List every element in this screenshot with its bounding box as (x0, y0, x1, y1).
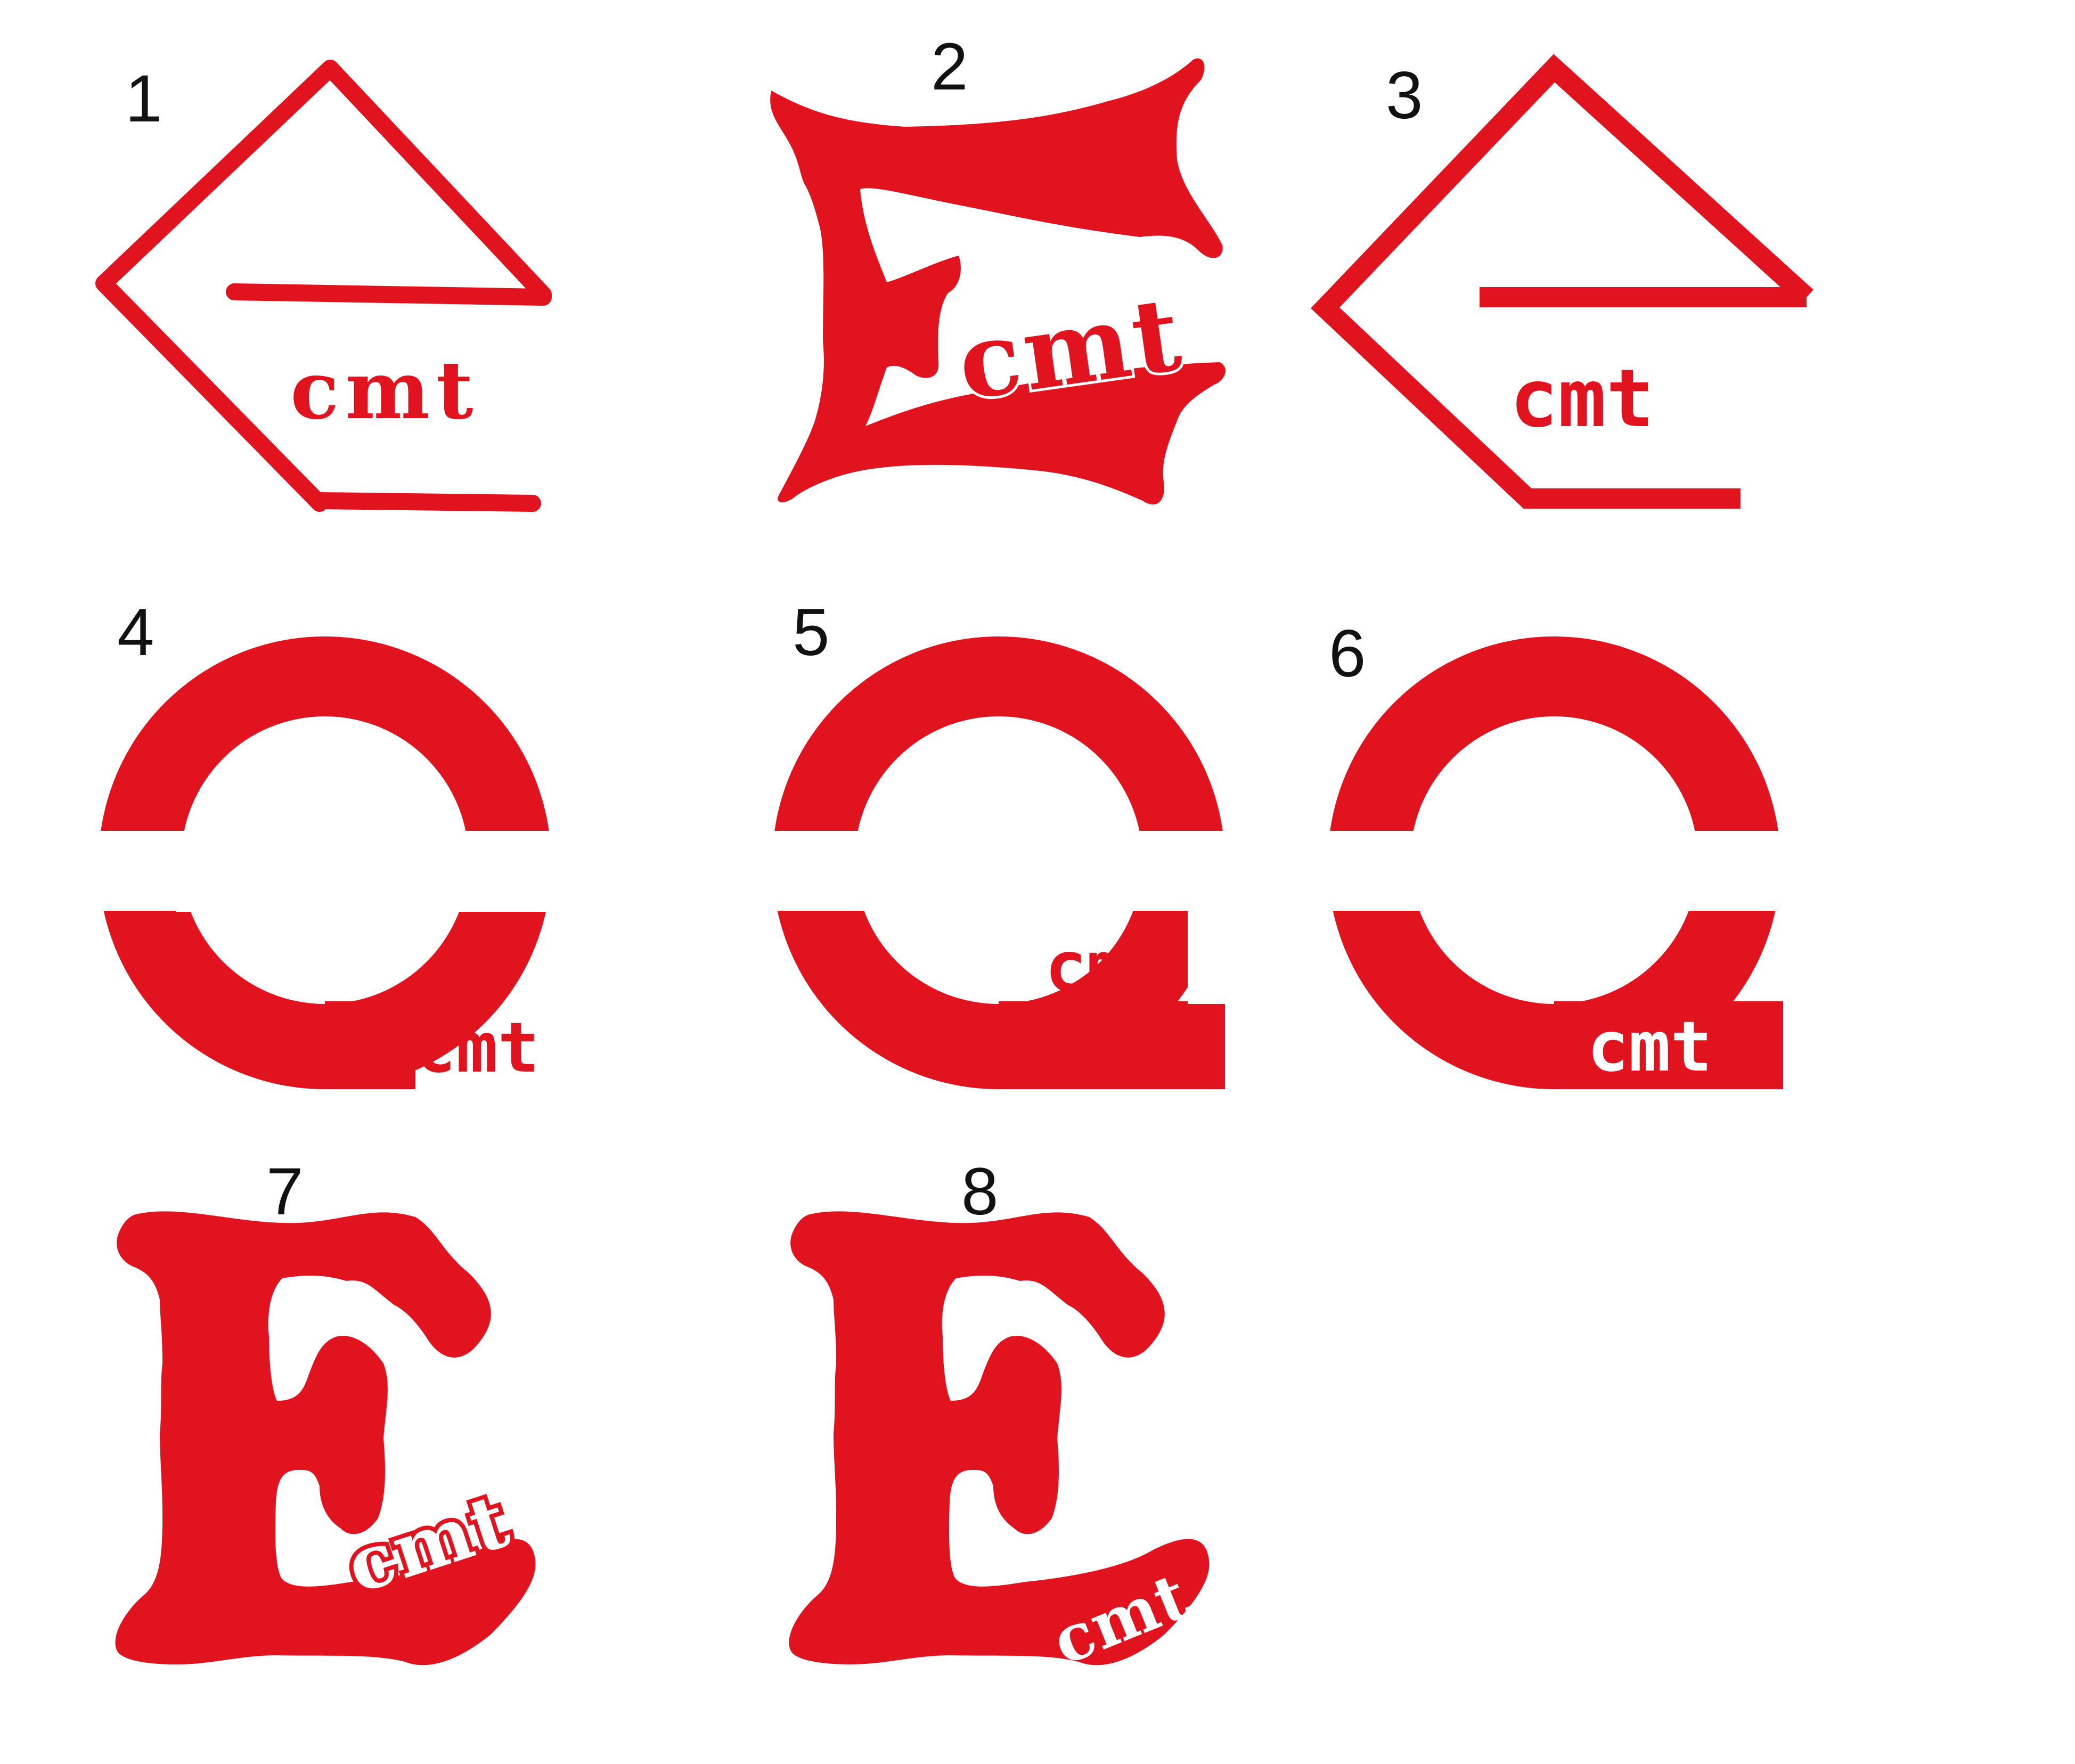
logo-concept-6: 6 cmt (1320, 617, 1788, 1089)
logo-concept-3: 3 cmt (1311, 54, 1813, 509)
concept-number-3: 3 (1386, 59, 1423, 133)
wordmark-3: cmt (1510, 353, 1654, 445)
cartoon-e-mark-7 (115, 1211, 536, 1665)
logo-concept-8: 8 cmt (789, 1155, 1210, 1680)
wordmark-1: cmt (290, 344, 479, 437)
triangle-e-mark-1 (95, 60, 552, 512)
lowercase-e-mark-6 (1320, 636, 1788, 1089)
concept-number-2: 2 (931, 30, 968, 104)
cartoon-e-mark-8 (789, 1211, 1210, 1665)
wordmark-5: cmt (1045, 926, 1170, 1007)
concept-number-7: 7 (266, 1155, 304, 1229)
logo-concept-2: 2 cmt (770, 30, 1226, 505)
triangle-e-mark-3 (1311, 54, 1813, 509)
concept-number-8: 8 (961, 1155, 999, 1229)
concept-number-1: 1 (125, 62, 162, 136)
logo-concept-4: 4 cmt (91, 595, 562, 1089)
distressed-e-mark-2 (770, 58, 1226, 505)
lowercase-e-mark-5 (764, 636, 1233, 1089)
lowercase-e-mark-4 (91, 636, 562, 1089)
concept-number-5: 5 (793, 595, 830, 669)
wordmark-6: cmt (1587, 1006, 1712, 1087)
logo-concept-1: 1 cmt (95, 60, 552, 512)
logo-concept-7: 7 cmt (115, 1155, 536, 1665)
logo-concept-5: 5 cmt (764, 595, 1233, 1089)
wordmark-4: cmt (414, 1007, 540, 1088)
concept-number-6: 6 (1329, 617, 1366, 691)
concept-number-4: 4 (117, 595, 154, 669)
